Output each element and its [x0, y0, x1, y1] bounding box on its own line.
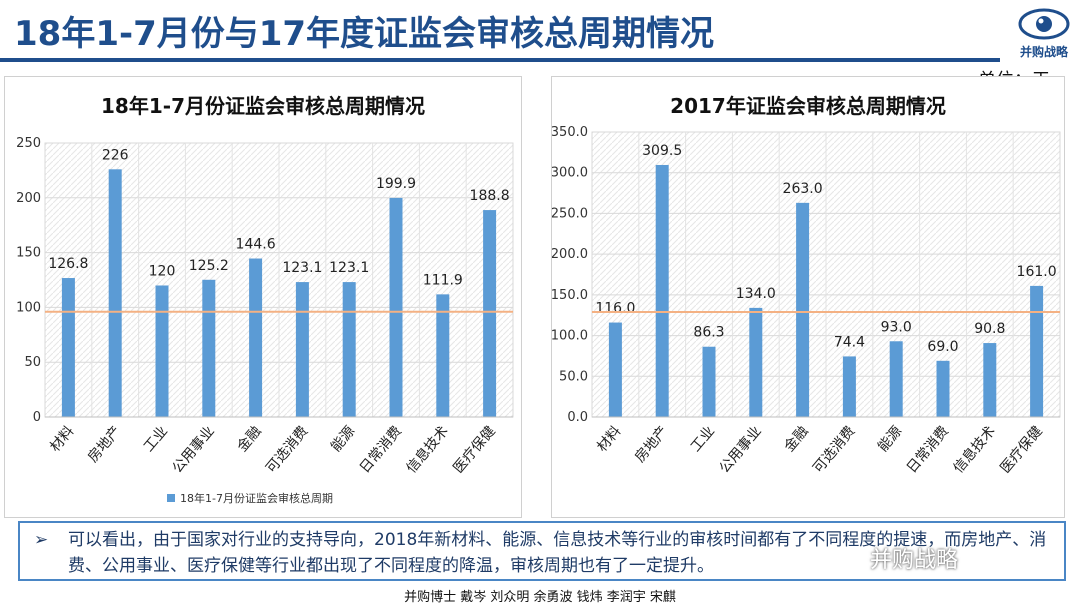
y-tick-label: 50.0	[559, 369, 588, 384]
bar-材料	[61, 278, 75, 417]
data-label: 74.4	[834, 334, 865, 350]
category-label: 工业	[141, 423, 171, 455]
y-tick-label: 0	[33, 410, 41, 425]
data-label: 86.3	[693, 325, 724, 341]
category-label: 日常消费	[357, 423, 405, 476]
category-label: 信息技术	[950, 423, 999, 477]
data-label: 161.0	[1017, 264, 1057, 280]
category-label: 能源	[875, 423, 905, 455]
bar-金融	[796, 202, 810, 417]
bar-房地产	[655, 164, 669, 417]
bar-可选消费	[295, 282, 309, 417]
data-label: 144.6	[236, 237, 276, 253]
category-label: 材料	[47, 423, 77, 455]
category-label: 日常消费	[904, 423, 952, 476]
category-label: 医疗保健	[997, 423, 1045, 476]
bar-医疗保健	[1030, 285, 1044, 417]
y-tick-label: 0.0	[567, 410, 588, 425]
watermark: 并购战略	[870, 548, 959, 573]
data-label: 126.8	[48, 256, 88, 272]
data-label: 263.0	[783, 181, 823, 197]
data-label: 309.5	[642, 143, 682, 159]
category-label: 房地产	[632, 423, 671, 465]
title-divider	[0, 58, 1000, 62]
bar-可选消费	[842, 356, 856, 417]
y-tick-label: 350.0	[552, 125, 588, 140]
legend-swatch	[167, 494, 175, 502]
data-label: 199.9	[376, 176, 416, 192]
category-label: 工业	[688, 423, 718, 455]
bar-信息技术	[436, 294, 450, 417]
bar-材料	[608, 322, 622, 417]
bar-日常消费	[936, 360, 950, 417]
y-tick-label: 200.0	[552, 247, 588, 262]
chart-panel-2017: 2017年证监会审核总周期情况 0.0 50.0 100.0 150.0 200.0 250…	[551, 76, 1065, 518]
y-tick-label: 150	[16, 246, 41, 261]
bar-日常消费	[389, 197, 403, 417]
bar-公用事业	[202, 279, 216, 417]
data-label: 125.2	[189, 258, 229, 274]
data-label: 120	[149, 263, 176, 279]
conclusion-text: 可以看出，由于国家对行业的支持导向，2018年新材料、能源、信息技术等行业的审核…	[68, 530, 1047, 576]
bar-能源	[342, 282, 356, 417]
category-label: 可选消费	[263, 423, 311, 476]
chart-title: 2017年证监会审核总周期情况	[670, 94, 946, 118]
bar-信息技术	[983, 343, 997, 417]
chart-2017: 2017年证监会审核总周期情况 0.0 50.0 100.0 150.0 200.0 250…	[552, 94, 1061, 477]
bar-工业	[155, 285, 169, 417]
category-label: 医疗保健	[450, 423, 498, 476]
y-tick-label: 100.0	[552, 329, 588, 344]
data-label: 226	[102, 147, 129, 163]
bar-工业	[702, 346, 716, 417]
data-label: 90.8	[974, 321, 1005, 337]
data-label: 188.8	[470, 188, 510, 204]
y-tick-label: 150.0	[552, 288, 588, 303]
data-label: 111.9	[423, 272, 463, 288]
bar-能源	[889, 341, 903, 417]
logo-text: 并购战略	[1020, 44, 1069, 59]
data-label: 123.1	[282, 260, 322, 276]
category-label: 金融	[781, 423, 811, 455]
category-label: 能源	[328, 423, 358, 455]
category-label: 金融	[234, 423, 264, 455]
category-label: 公用事业	[717, 423, 765, 476]
legend-entry: 18年1-7月份证监会审核总周期	[180, 491, 333, 505]
chart-2018: 18年1-7月份证监会审核总周期情况 0 50 100 150 200 250 126.8 材料…	[16, 94, 514, 505]
bar-公用事业	[749, 307, 763, 417]
data-label: 123.1	[329, 260, 369, 276]
data-label: 93.0	[881, 319, 912, 335]
arrow-bullet-icon: ➢	[34, 530, 49, 550]
category-label: 材料	[594, 423, 624, 455]
y-tick-label: 250	[16, 136, 41, 151]
category-label: 公用事业	[170, 423, 218, 476]
y-tick-label: 250.0	[552, 206, 588, 221]
y-tick-label: 300.0	[552, 166, 588, 181]
conclusion-note: ➢ 可以看出，由于国家对行业的支持导向，2018年新材料、能源、信息技术等行业的…	[18, 521, 1066, 581]
category-label: 房地产	[85, 423, 124, 465]
chart-title: 18年1-7月份证监会审核总周期情况	[101, 94, 425, 118]
bar-医疗保健	[483, 210, 497, 417]
page-title: 18年1-7月份与17年度证监会审核总周期情况	[14, 14, 715, 54]
y-tick-label: 200	[16, 191, 41, 206]
data-label: 69.0	[927, 339, 958, 355]
chart-panel-2018: 18年1-7月份证监会审核总周期情况 0 50 100 150 200 250 126.8 材料…	[4, 76, 522, 518]
y-tick-label: 100	[16, 300, 41, 315]
category-label: 可选消费	[810, 423, 858, 476]
bar-房地产	[108, 169, 122, 417]
bar-金融	[249, 258, 263, 417]
data-label: 134.0	[736, 286, 776, 302]
y-tick-label: 50	[24, 355, 41, 370]
category-label: 信息技术	[403, 423, 452, 477]
authors-footer: 并购博士 戴岑 刘众明 余勇波 钱炜 李润宇 宋麒	[404, 590, 676, 605]
eye-logo-icon: 并购战略	[1018, 8, 1070, 59]
data-label: 116.0	[595, 301, 635, 317]
